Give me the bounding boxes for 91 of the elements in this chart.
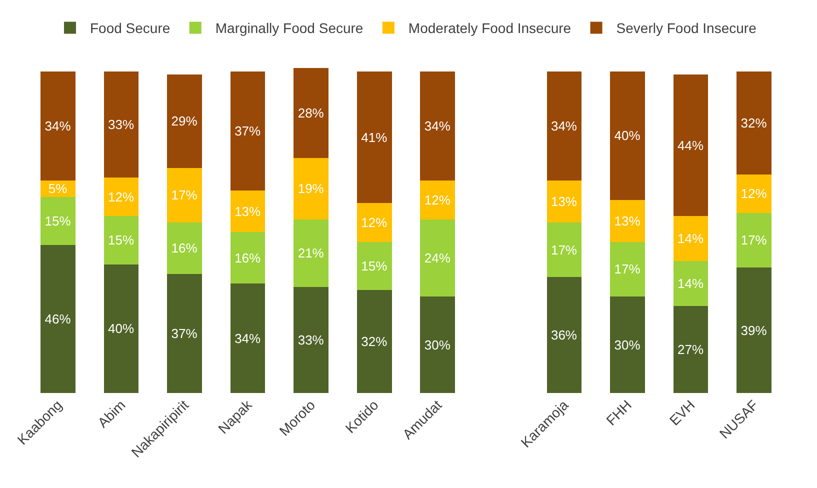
bar: [610, 242, 645, 296]
bar: [167, 222, 202, 274]
bar: [736, 212, 772, 268]
bar: [167, 74, 202, 168]
legend-label: Moderately Food Insecure: [408, 20, 572, 36]
bar: [610, 296, 645, 393]
data-label: 15%: [361, 258, 388, 274]
data-label: 19%: [298, 181, 324, 196]
bar: [673, 216, 708, 262]
data-label: 5%: [48, 181, 68, 196]
data-label: 12%: [740, 186, 768, 202]
bar: [294, 68, 328, 158]
bar: [420, 71, 456, 181]
data-label: 12%: [108, 189, 134, 204]
data-label: 12%: [361, 215, 388, 230]
bar: [420, 180, 456, 220]
data-label: 32%: [740, 115, 768, 130]
data-label: 37%: [234, 123, 262, 138]
data-label: 30%: [614, 337, 641, 352]
data-label: 33%: [108, 116, 134, 132]
data-label: 27%: [678, 342, 704, 358]
data-label: 21%: [298, 246, 324, 261]
data-label: 16%: [234, 250, 262, 266]
data-label: 39%: [740, 322, 768, 338]
bar: [673, 306, 708, 393]
data-label: 17%: [550, 242, 578, 258]
bar: [104, 216, 139, 264]
data-label: 34%: [234, 330, 262, 346]
data-label: 41%: [361, 130, 388, 145]
data-label: 13%: [614, 213, 641, 228]
bar: [230, 71, 266, 190]
bar: [167, 168, 202, 223]
data-label: 14%: [678, 276, 704, 292]
bar: [673, 261, 708, 306]
bar: [294, 158, 328, 220]
data-label: 15%: [44, 213, 72, 228]
bar: [40, 71, 76, 181]
data-label: 17%: [614, 262, 641, 277]
data-label: 46%: [44, 312, 72, 327]
data-label: 15%: [108, 232, 134, 248]
data-label: 33%: [298, 332, 324, 348]
data-label: 14%: [678, 231, 704, 246]
bar: [673, 74, 708, 216]
data-label: 34%: [424, 118, 451, 134]
bar: [420, 219, 456, 296]
bar: [546, 277, 582, 393]
data-label: 16%: [171, 240, 198, 256]
bar: [230, 284, 266, 393]
legend-label: Severly Food Insecure: [616, 20, 757, 36]
data-label: 12%: [424, 192, 451, 208]
data-label: 40%: [614, 128, 641, 144]
legend-label: Food Secure: [90, 20, 170, 36]
data-label: 32%: [361, 334, 388, 350]
bar: [736, 174, 772, 213]
data-label: 28%: [298, 106, 324, 121]
bar: [356, 290, 392, 393]
bar: [230, 190, 266, 232]
data-label: 13%: [550, 194, 578, 210]
bar: [610, 200, 645, 242]
bar: [736, 71, 772, 174]
data-label: 34%: [550, 118, 578, 134]
data-label: 24%: [424, 250, 451, 266]
bar: [294, 286, 328, 393]
bar: [356, 242, 392, 290]
legend-label: Marginally Food Secure: [215, 20, 364, 36]
data-label: 44%: [678, 138, 704, 153]
bar: [356, 203, 392, 242]
data-label: 17%: [740, 232, 768, 248]
bar: [736, 268, 772, 393]
bar: [546, 222, 582, 278]
bar: [40, 245, 76, 393]
bar: [104, 264, 139, 393]
data-label: 37%: [171, 326, 198, 341]
bar: [40, 196, 76, 246]
bar: [546, 180, 582, 223]
bar: [546, 71, 582, 181]
data-label: 29%: [171, 114, 198, 129]
bar: [230, 232, 266, 284]
bar: [356, 71, 392, 204]
bar: [610, 71, 645, 200]
data-label: 30%: [424, 337, 451, 352]
bar: [294, 219, 328, 287]
data-label: 17%: [171, 188, 198, 203]
bar: [104, 71, 139, 178]
data-label: 40%: [108, 321, 134, 336]
bar: [420, 296, 456, 393]
data-label: 34%: [44, 118, 72, 134]
data-label: 13%: [234, 204, 262, 219]
data-label: 36%: [550, 328, 578, 343]
bar: [167, 274, 202, 393]
bar: [104, 177, 139, 216]
